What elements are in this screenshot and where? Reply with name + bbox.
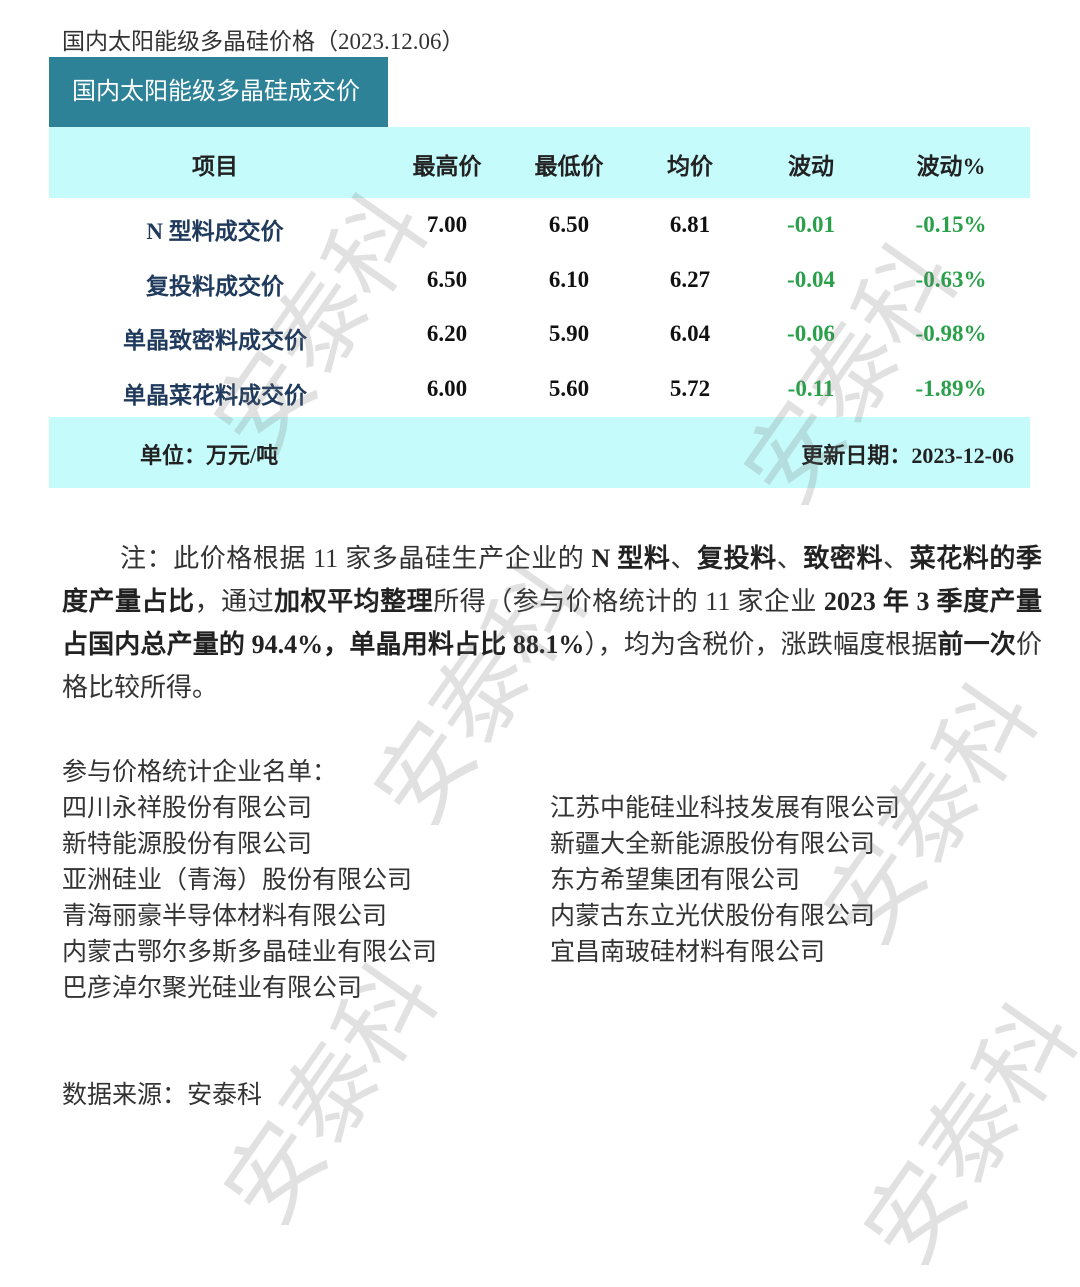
table-header-band bbox=[49, 127, 1030, 198]
table-cell: 5.72 bbox=[669, 376, 711, 401]
table-cell: -0.63% bbox=[915, 267, 987, 292]
company-name: 新疆大全新能源股份有限公司 bbox=[550, 831, 876, 858]
company-name: 东方希望集团有限公司 bbox=[550, 867, 801, 894]
table-cell: -0.15% bbox=[915, 212, 987, 237]
table-cell: -0.04 bbox=[787, 267, 835, 292]
table-cell: 5.90 bbox=[548, 321, 590, 346]
update-date: 更新日期：2023-12-06 bbox=[801, 443, 1014, 468]
note-segment: 菜花料的季度产量占比 bbox=[62, 544, 1042, 616]
page-title: 国内太阳能级多晶硅价格（2023.12.06） bbox=[62, 29, 465, 54]
table-cell: -1.89% bbox=[915, 376, 987, 401]
note-segment: ，通过 bbox=[194, 587, 275, 616]
row-item-name: N 型料成交价 bbox=[146, 219, 284, 244]
company-name: 江苏中能硅业科技发展有限公司 bbox=[550, 795, 901, 822]
row-item-name: 单晶菜花料成交价 bbox=[123, 383, 307, 408]
column-header: 波动 bbox=[788, 154, 834, 179]
unit-label: 单位：万元/吨 bbox=[140, 443, 279, 468]
watermark-text: 安泰科 bbox=[842, 984, 1080, 1285]
table-cell: 6.81 bbox=[669, 212, 711, 237]
company-name: 巴彦淖尔聚光硅业有限公司 bbox=[62, 975, 363, 1002]
note-segment: 2023 年 3 季度产量占国内总产量的 94.4%，单晶用料占比 88.1% bbox=[62, 587, 1042, 659]
data-source: 数据来源：安泰科 bbox=[62, 1082, 263, 1109]
table-cell: 6.00 bbox=[426, 376, 468, 401]
company-name: 四川永祥股份有限公司 bbox=[62, 795, 313, 822]
table-cell: 6.50 bbox=[548, 212, 590, 237]
table-caption: 国内太阳能级多晶硅成交价 bbox=[49, 57, 388, 127]
table-cell: 6.04 bbox=[669, 321, 711, 346]
note-segment: 注：此价格根据 11 家多晶硅生产企业的 bbox=[120, 544, 592, 573]
table-footer-band bbox=[49, 417, 1030, 488]
note-segment: 复投料 bbox=[697, 544, 777, 573]
row-item-name: 单晶致密料成交价 bbox=[123, 328, 307, 353]
company-name: 宜昌南玻硅材料有限公司 bbox=[550, 939, 826, 966]
company-list-heading: 参与价格统计企业名单： bbox=[62, 759, 338, 786]
note-segment: 加权平均整理 bbox=[274, 587, 434, 616]
note-segment: 前一次 bbox=[937, 630, 1016, 659]
note-segment: N 型料 bbox=[591, 544, 671, 573]
column-header: 均价 bbox=[667, 154, 713, 179]
note-segment: 、 bbox=[670, 544, 698, 573]
table-cell: 6.20 bbox=[426, 321, 468, 346]
column-header: 最低价 bbox=[534, 154, 604, 179]
note-segment: 、 bbox=[776, 544, 804, 573]
table-cell: 7.00 bbox=[426, 212, 468, 237]
table-cell: -0.11 bbox=[787, 376, 835, 401]
column-header: 波动% bbox=[916, 154, 986, 179]
note-paragraph: 注：此价格根据 11 家多晶硅生产企业的 N 型料、复投料、致密料、菜花料的季度… bbox=[62, 537, 1042, 709]
note-segment: 价格比较所得。 bbox=[62, 630, 1042, 702]
table-cell: -0.01 bbox=[787, 212, 835, 237]
column-header: 最高价 bbox=[412, 154, 482, 179]
company-name: 青海丽豪半导体材料有限公司 bbox=[62, 903, 388, 930]
table-cell: 6.50 bbox=[426, 267, 468, 292]
note-segment: 、 bbox=[883, 544, 910, 573]
company-name: 内蒙古东立光伏股份有限公司 bbox=[550, 903, 876, 930]
table-cell: -0.98% bbox=[915, 321, 987, 346]
table-cell: 6.27 bbox=[669, 267, 711, 292]
column-header: 项目 bbox=[192, 154, 238, 179]
note-segment: 所得（参与价格统计的 11 家企业 bbox=[433, 587, 824, 616]
company-name: 内蒙古鄂尔多斯多晶硅业有限公司 bbox=[62, 939, 438, 966]
company-name: 亚洲硅业（青海）股份有限公司 bbox=[62, 867, 413, 894]
row-item-name: 复投料成交价 bbox=[146, 274, 284, 299]
note-segment: ），均为含税价，涨跌幅度根据 bbox=[584, 630, 938, 659]
table-cell: 5.60 bbox=[548, 376, 590, 401]
table-cell: 6.10 bbox=[548, 267, 590, 292]
table-cell: -0.06 bbox=[787, 321, 835, 346]
company-name: 新特能源股份有限公司 bbox=[62, 831, 313, 858]
note-segment: 致密料 bbox=[803, 544, 884, 573]
